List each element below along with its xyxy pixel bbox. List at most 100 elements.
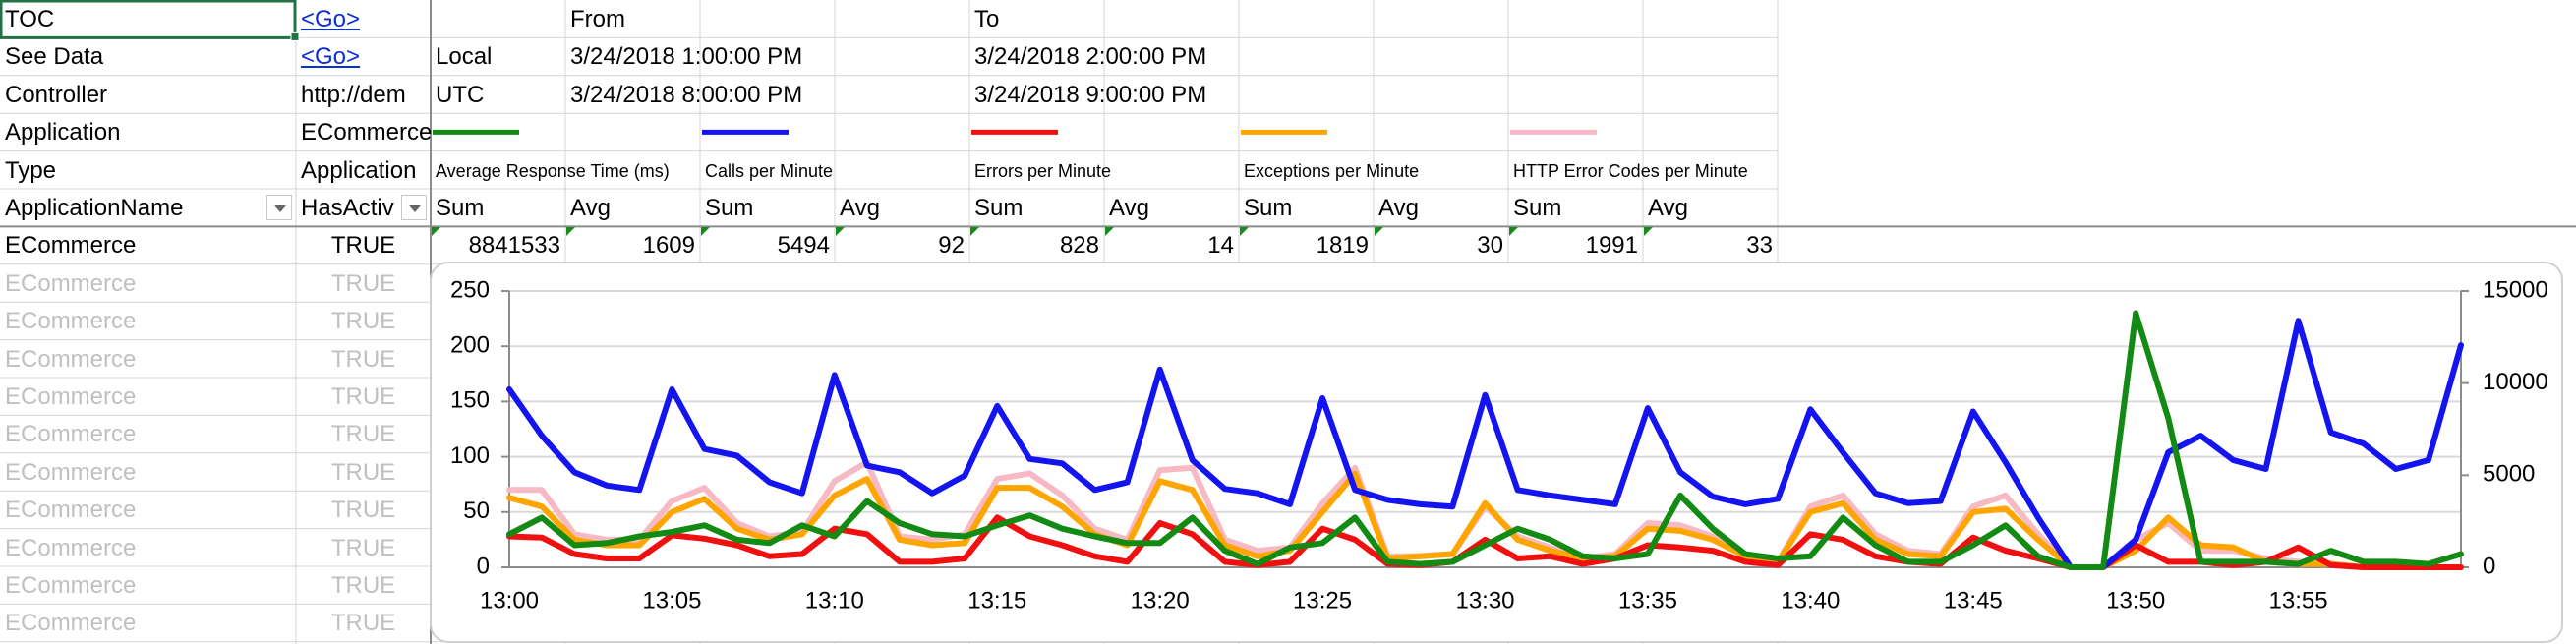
y2-tick-label: 15000 [2483, 276, 2548, 303]
text-cell: HasActiv [301, 195, 394, 221]
x-tick-label: 13:10 [805, 587, 864, 614]
number-cell: 30 [1477, 232, 1503, 260]
y-tick-label: 150 [450, 387, 490, 414]
text-cell: TRUE [330, 269, 396, 297]
x-tick-label: 13:00 [480, 587, 539, 614]
error-indicator [970, 227, 979, 237]
text-cell: TRUE [330, 458, 396, 486]
error-indicator [836, 227, 845, 237]
error-indicator [1375, 227, 1383, 237]
number-cell: 1819 [1316, 232, 1369, 260]
text-cell: Sum [1513, 195, 1562, 221]
error-indicator [1509, 227, 1518, 237]
x-tick-label: 13:35 [1618, 587, 1677, 614]
text-cell: ApplicationName [5, 195, 184, 221]
x-tick-label: 13:45 [1944, 587, 2003, 614]
series-line [506, 310, 2464, 570]
text-cell: TOC [5, 6, 55, 32]
text-cell: ECommerce [301, 119, 433, 146]
text-cell: Sum [436, 195, 485, 221]
y2-tick-label: 10000 [2483, 369, 2548, 395]
x-tick-label: 13:05 [642, 587, 701, 614]
filter-button[interactable] [266, 195, 292, 220]
x-tick-label: 13:55 [2269, 587, 2328, 614]
x-tick-label: 13:40 [1781, 587, 1840, 614]
x-tick-label: 13:30 [1455, 587, 1514, 614]
text-cell: See Data [5, 43, 104, 71]
text-cell: ECommerce [5, 421, 137, 448]
text-cell: ECommerce [5, 610, 137, 637]
y-tick-label: 0 [477, 553, 490, 579]
number-cell: 5494 [777, 232, 830, 260]
number-cell: 33 [1746, 232, 1773, 260]
series-line [506, 470, 2464, 570]
text-cell: TRUE [330, 534, 396, 561]
x-tick-label: 13:15 [967, 587, 1026, 614]
hyperlink[interactable]: <Go> [301, 6, 361, 32]
y-tick-label: 50 [463, 498, 490, 524]
error-indicator [432, 227, 440, 237]
text-cell: From [570, 6, 625, 32]
legend-label: Calls per Minute [705, 160, 834, 181]
text-cell: To [974, 6, 1000, 32]
text-cell: ECommerce [5, 232, 137, 260]
text-cell: Avg [1109, 195, 1149, 221]
legend-label: Average Response Time (ms) [436, 160, 670, 181]
text-cell: Avg [840, 195, 880, 221]
text-cell: Avg [1648, 195, 1688, 221]
number-cell: 1609 [642, 232, 695, 260]
text-cell: TRUE [330, 572, 396, 599]
series-line [506, 514, 2464, 570]
number-cell: 92 [938, 232, 965, 260]
text-cell: TRUE [330, 308, 396, 335]
number-cell: 14 [1207, 232, 1234, 260]
text-cell: TRUE [330, 345, 396, 373]
text-cell: Application [5, 119, 121, 146]
number-cell: 8841533 [468, 232, 560, 260]
text-cell: Sum [974, 195, 1024, 221]
y-tick-label: 200 [450, 332, 490, 359]
error-indicator [1240, 227, 1249, 237]
text-cell: ECommerce [5, 383, 137, 410]
legend-label: HTTP Error Codes per Minute [1513, 160, 1748, 181]
text-cell: Avg [1378, 195, 1419, 221]
text-cell: TRUE [330, 497, 396, 524]
text-cell: ECommerce [5, 497, 137, 524]
error-indicator [1644, 227, 1653, 237]
text-cell: Controller [5, 81, 108, 108]
x-tick-label: 13:50 [2106, 587, 2165, 614]
selected-cell [0, 0, 297, 39]
x-tick-label: 13:20 [1131, 587, 1190, 614]
number-cell: 828 [1059, 232, 1099, 260]
text-cell: TRUE [330, 232, 396, 260]
text-cell: ECommerce [5, 269, 137, 297]
text-cell: Application [301, 156, 417, 184]
error-indicator [701, 227, 710, 237]
text-cell: UTC [436, 81, 485, 108]
legend-label: Errors per Minute [974, 160, 1112, 181]
text-cell: ECommerce [5, 534, 137, 561]
y2-tick-label: 0 [2483, 553, 2495, 579]
text-cell: Local [436, 43, 493, 71]
chart-area [430, 262, 2563, 643]
text-cell: http://dem [301, 81, 406, 108]
text-cell: ECommerce [5, 308, 137, 335]
text-cell: ECommerce [5, 572, 137, 599]
filter-button[interactable] [401, 195, 427, 220]
y-tick-label: 100 [450, 442, 490, 469]
text-cell: ECommerce [5, 345, 137, 373]
error-indicator [1105, 227, 1114, 237]
text-cell: TRUE [330, 421, 396, 448]
x-tick-label: 13:25 [1293, 587, 1352, 614]
text-cell: Type [5, 156, 57, 184]
number-cell: 1991 [1585, 232, 1638, 260]
hyperlink[interactable]: <Go> [301, 43, 361, 71]
text-cell: Sum [705, 195, 754, 221]
text-cell: Avg [570, 195, 611, 221]
text-cell: TRUE [330, 610, 396, 637]
text-cell: ECommerce [5, 458, 137, 486]
y2-tick-label: 5000 [2483, 461, 2535, 488]
text-cell: TRUE [330, 383, 396, 410]
